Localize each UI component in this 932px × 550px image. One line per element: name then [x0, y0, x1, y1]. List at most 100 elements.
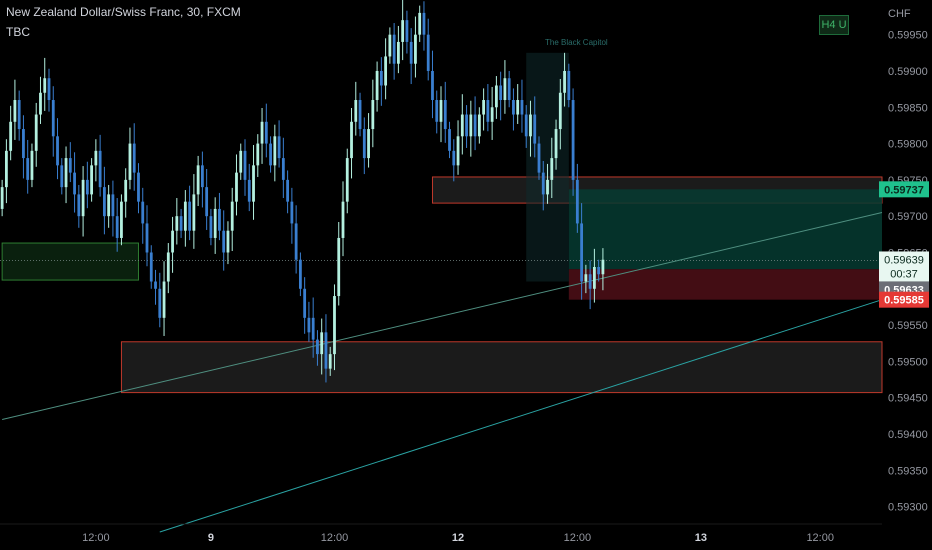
price-tick-label: 0.59400: [888, 429, 928, 441]
candle-body-34: [145, 223, 149, 253]
time-axis[interactable]: 12:00 9 12:00 12 12:00 13 12:00: [0, 523, 882, 544]
candle-body-137: [584, 274, 588, 282]
candle-body-44: [188, 201, 192, 231]
candle-body-124: [529, 114, 532, 137]
zone-supply-2: [120, 341, 883, 394]
candle-body-84: [358, 100, 362, 130]
candle-body-64: [273, 136, 277, 166]
candle-body-25: [107, 194, 111, 217]
symbol-title[interactable]: New Zealand Dollar/Swiss Franc, 30, FXCM: [6, 5, 241, 19]
candle-body-13: [56, 136, 59, 166]
candle-body-11: [47, 78, 51, 101]
current-price-tag: 0.59639: [884, 254, 924, 266]
candle-body-5: [22, 129, 25, 159]
current-price-bg: [879, 251, 929, 282]
candle-body-73: [311, 317, 315, 340]
candle-body-21: [90, 165, 94, 195]
price-tick-label: 0.59300: [888, 502, 928, 514]
candle-body-113: [482, 100, 486, 115]
candle-body-7: [30, 150, 34, 180]
candle-body-93: [396, 41, 400, 64]
candle-body-140: [597, 267, 601, 275]
candle-body-42: [179, 216, 183, 231]
price-tick-label: 0.59800: [888, 139, 928, 151]
candle-body-97: [414, 34, 417, 64]
candle-body-23: [98, 150, 102, 188]
candle-body-125: [533, 114, 537, 144]
time-tick-label: 12:00: [564, 532, 592, 544]
candle-body-18: [77, 194, 81, 217]
candle-body-58: [247, 179, 251, 202]
candle-body-132: [563, 70, 566, 93]
candle-body-67: [286, 179, 290, 202]
candle-body-61: [260, 121, 264, 144]
price-tick-label: 0.59900: [888, 66, 928, 78]
time-tick-label: 13: [695, 532, 707, 544]
candle-body-9: [39, 92, 42, 115]
candle-body-62: [264, 121, 268, 144]
candle-body-48: [205, 187, 209, 217]
candle-body-102: [435, 100, 439, 122]
candle-body-37: [158, 288, 162, 318]
candles-layer: [0, 0, 605, 383]
candle-body-114: [486, 100, 490, 122]
candle-body-41: [175, 216, 179, 231]
time-tick-label: 9: [208, 532, 214, 544]
candle-body-1: [4, 150, 8, 188]
candle-body-45: [192, 194, 196, 231]
price-tick-label: 0.59500: [888, 356, 928, 368]
candle-body-121: [516, 100, 520, 115]
candle-body-90: [384, 56, 388, 86]
candle-body-72: [307, 317, 311, 333]
position-layer: [0, 52, 882, 300]
price-tick-label: 0.59550: [888, 320, 928, 332]
timeframe-badge[interactable]: H4 U: [819, 15, 849, 35]
time-tick-label: 12:00: [806, 532, 834, 544]
candle-body-54: [230, 201, 234, 231]
candle-body-103: [439, 100, 443, 122]
candle-body-115: [490, 107, 494, 122]
candle-body-126: [537, 143, 541, 173]
candle-body-43: [183, 201, 187, 231]
indicator-label[interactable]: TBC: [6, 25, 30, 39]
candle-body-33: [141, 201, 145, 224]
stop-price-tag: 0.59585: [884, 295, 924, 307]
candle-body-80: [341, 201, 345, 238]
candle-body-46: [196, 165, 200, 195]
candle-body-133: [567, 70, 571, 101]
candle-body-55: [235, 172, 238, 202]
candle-body-66: [281, 158, 285, 180]
candle-body-105: [448, 129, 451, 151]
price-tick-label: 0.59700: [888, 211, 928, 223]
candle-body-134: [571, 100, 575, 180]
candle-body-17: [73, 172, 76, 195]
price-tick-label: 0.59350: [888, 465, 928, 477]
candle-body-108: [460, 114, 464, 137]
candle-body-129: [550, 158, 554, 180]
candle-body-82: [350, 121, 353, 159]
candle-body-78: [333, 296, 336, 355]
candle-body-79: [337, 237, 341, 297]
candle-body-123: [524, 114, 528, 137]
candle-body-141: [601, 259, 605, 275]
candle-body-81: [345, 158, 349, 202]
candle-body-110: [469, 114, 473, 137]
candle-body-69: [294, 223, 298, 260]
countdown-tag: 00:37: [890, 268, 918, 280]
candle-body-2: [9, 121, 13, 151]
candle-body-38: [162, 281, 166, 318]
candle-body-63: [269, 143, 272, 166]
candle-body-128: [546, 179, 549, 195]
candle-body-77: [328, 354, 332, 369]
candle-body-111: [473, 114, 477, 137]
candle-body-85: [362, 129, 366, 159]
candle-body-65: [277, 136, 281, 159]
candle-body-31: [132, 143, 136, 173]
candle-body-30: [128, 143, 132, 180]
candle-body-22: [94, 150, 98, 166]
candle-body-116: [494, 85, 498, 108]
stop-price-tag-bg: [879, 291, 929, 308]
candle-body-88: [375, 70, 379, 101]
candle-body-139: [592, 267, 596, 289]
